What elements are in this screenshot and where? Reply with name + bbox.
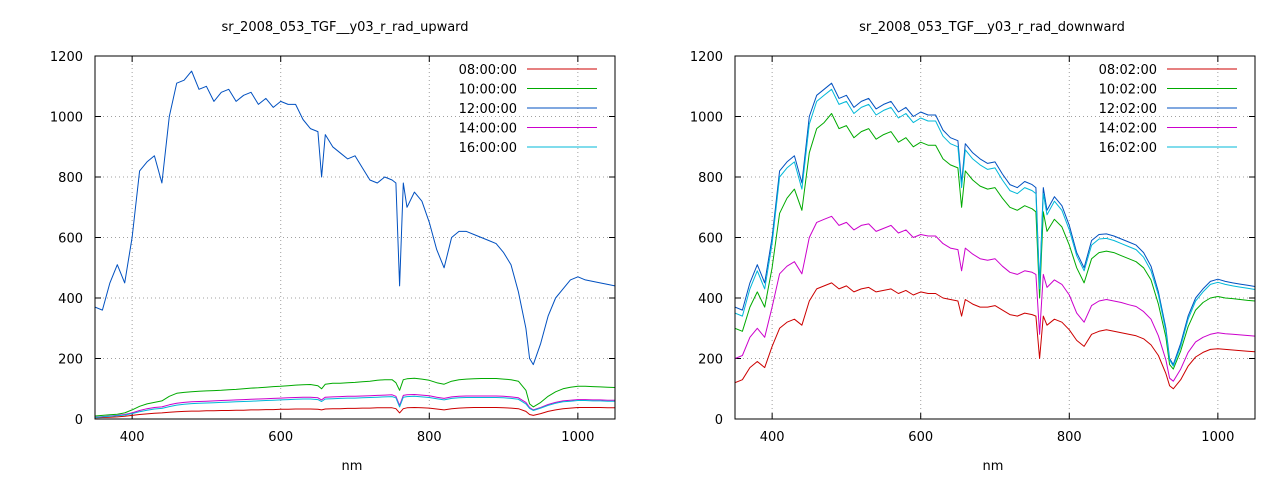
legend-label: 14:02:00 <box>1099 122 1157 137</box>
legend-label: 12:00:00 <box>459 102 517 117</box>
x-axis-label: nm <box>983 459 1004 474</box>
x-tick-label: 600 <box>268 430 293 445</box>
series-line-5 <box>95 395 615 418</box>
y-tick-label: 0 <box>75 413 83 428</box>
plot-frame <box>734 55 1256 420</box>
chart-title: sr_2008_053_TGF__y03_r_rad_downward <box>859 20 1125 35</box>
chart-title: sr_2008_053_TGF__y03_r_rad_upward <box>221 20 468 35</box>
x-axis-label: nm <box>342 459 363 474</box>
y-tick-label: 200 <box>698 353 723 368</box>
y-tick-label: 600 <box>58 232 83 247</box>
x-tick-label: 400 <box>120 430 145 445</box>
legend-label: 10:00:00 <box>459 83 517 98</box>
legend-label: 08:00:00 <box>459 63 517 78</box>
series-line-2 <box>735 113 1255 370</box>
series-line-1 <box>95 407 615 419</box>
legend-label: 14:00:00 <box>459 122 517 137</box>
series-line-1 <box>735 282 1255 390</box>
y-tick-label: 800 <box>58 171 83 186</box>
series-line-2 <box>95 377 615 417</box>
series-line-3 <box>735 82 1255 366</box>
x-tick-label: 600 <box>908 430 933 445</box>
legend-label: 10:02:00 <box>1099 83 1157 98</box>
chart-panel-1: sr_2008_053_TGF__y03_r_rad_upward 400 600 8… <box>50 20 616 474</box>
y-tick-label: 1000 <box>50 111 83 126</box>
legend-label: 12:02:00 <box>1099 102 1157 117</box>
y-tick-label: 600 <box>698 232 723 247</box>
series-line-4 <box>735 215 1255 382</box>
y-tick-label: 200 <box>58 353 83 368</box>
y-tick-label: 0 <box>715 413 723 428</box>
y-tick-label: 1200 <box>50 50 83 65</box>
y-tick-label: 400 <box>698 292 723 307</box>
series-line-3 <box>95 70 615 366</box>
series-line-4 <box>95 394 615 418</box>
x-tick-label: 800 <box>1057 430 1082 445</box>
y-tick-label: 1000 <box>690 111 723 126</box>
x-tick-label: 800 <box>417 430 442 445</box>
x-tick-label: 400 <box>760 430 785 445</box>
legend-label: 08:02:00 <box>1099 63 1157 78</box>
plot-frame <box>94 55 616 420</box>
x-tick-label: 1000 <box>1201 430 1234 445</box>
y-tick-label: 1200 <box>690 50 723 65</box>
chart-panel-2: sr_2008_053_TGF__y03_r_rad_downward 400 60… <box>690 20 1256 474</box>
legend-label: 16:00:00 <box>459 141 517 156</box>
y-tick-label: 400 <box>58 292 83 307</box>
x-tick-label: 1000 <box>561 430 594 445</box>
series-line-5 <box>735 88 1255 367</box>
legend-label: 16:02:00 <box>1099 141 1157 156</box>
y-tick-label: 800 <box>698 171 723 186</box>
